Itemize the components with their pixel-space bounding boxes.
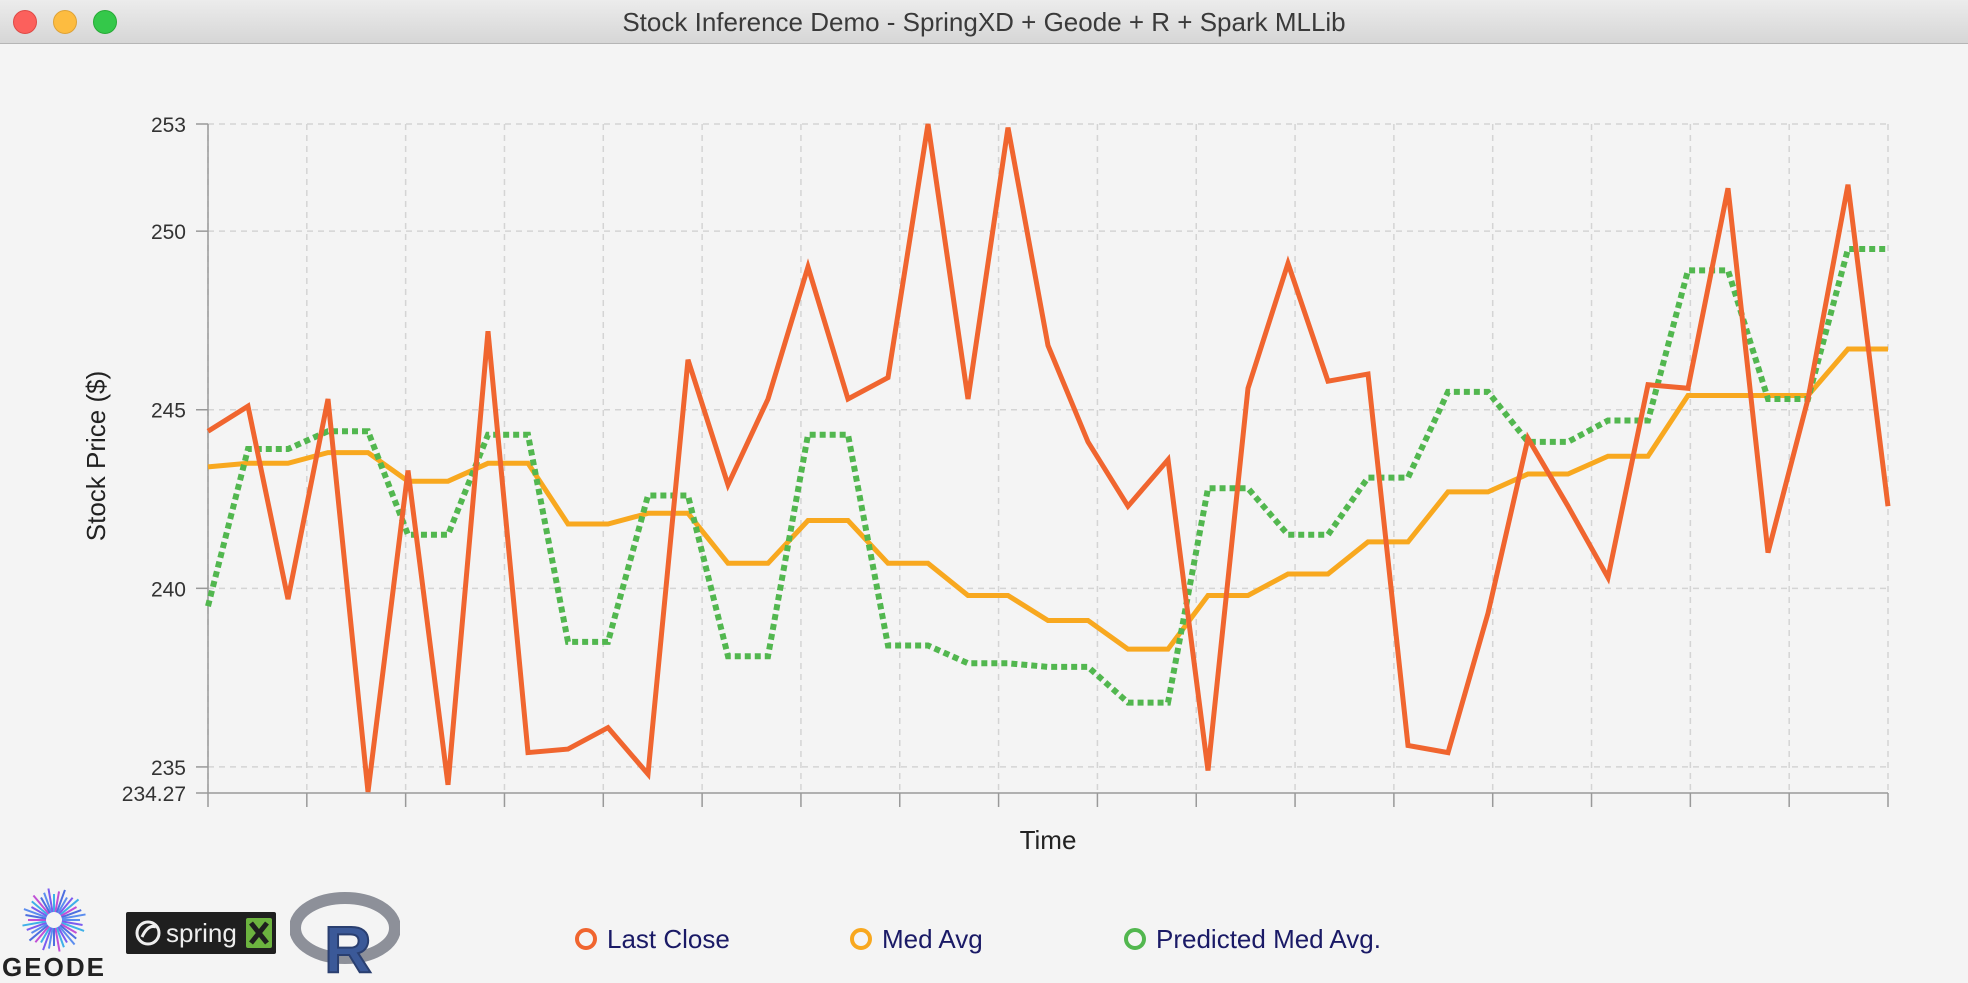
y-tick-label: 234.27 — [122, 783, 186, 806]
legend-label: Predicted Med Avg. — [1156, 923, 1381, 954]
geode-logo: GEODE — [0, 888, 112, 982]
xd-x-icon — [249, 921, 269, 945]
x-axis-label: Time — [1020, 825, 1077, 855]
close-window-button[interactable] — [13, 10, 37, 34]
y-tick-label: 253 — [151, 114, 186, 137]
r-logo-text: R — [324, 912, 372, 976]
geode-burst-icon: GEODE — [2, 888, 106, 982]
y-tick-label: 250 — [151, 221, 186, 244]
r-ring-icon — [289, 892, 401, 964]
r-logo: R — [289, 892, 401, 983]
geode-logo-text: GEODE — [2, 952, 106, 978]
y-tick-label: 235 — [151, 757, 186, 780]
legend-marker-icon — [850, 928, 872, 950]
spring-logo-text: spring — [166, 918, 237, 948]
legend-item-last-close[interactable]: Last Close — [575, 922, 730, 956]
series-line-last-close — [206, 123, 1891, 793]
maximize-window-button[interactable] — [93, 10, 117, 34]
y-tick-label: 245 — [151, 400, 186, 423]
window-titlebar: Stock Inference Demo - SpringXD + Geode … — [0, 0, 1968, 44]
y-tick-labels: 234.27 235 240 245 250 253 — [122, 114, 186, 806]
legend-marker-icon — [1124, 928, 1146, 950]
series-line-med-avg — [207, 346, 1888, 652]
y-tick-label: 240 — [151, 578, 186, 601]
series-line-predicted-med-avg — [205, 246, 1888, 706]
y-axis-label: Stock Price ($) — [81, 371, 111, 542]
spring-xd-logo: spring — [126, 912, 276, 954]
chart-series — [205, 123, 1891, 793]
stock-price-chart: 234.27 235 240 245 250 253 Time Stock Price (… — [81, 114, 1891, 855]
legend-item-med-avg[interactable]: Med Avg — [850, 922, 983, 956]
chart-axes — [196, 123, 1889, 807]
spring-leaf-icon — [135, 920, 161, 946]
minimize-window-button[interactable] — [53, 10, 77, 34]
legend-marker-icon — [575, 928, 597, 950]
window-title: Stock Inference Demo - SpringXD + Geode … — [622, 7, 1346, 37]
legend-label: Last Close — [607, 923, 730, 954]
legend-item-predicted-med-avg[interactable]: Predicted Med Avg. — [1124, 922, 1381, 956]
legend-label: Med Avg — [882, 923, 983, 954]
